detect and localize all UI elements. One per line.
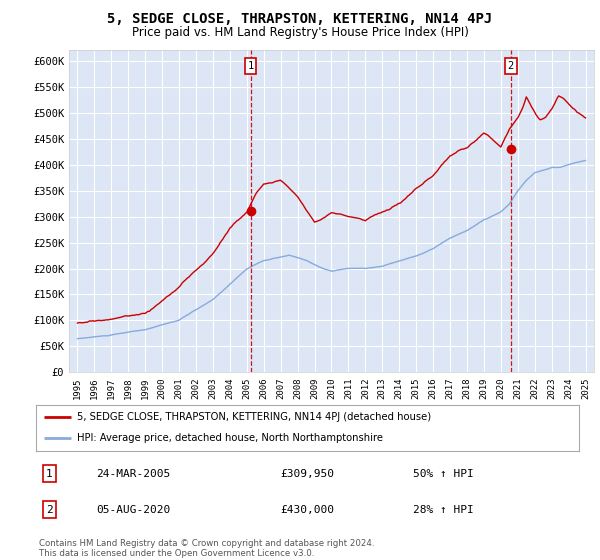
Text: 24-MAR-2005: 24-MAR-2005 — [97, 469, 171, 479]
Text: 5, SEDGE CLOSE, THRAPSTON, KETTERING, NN14 4PJ (detached house): 5, SEDGE CLOSE, THRAPSTON, KETTERING, NN… — [77, 412, 431, 422]
Text: 05-AUG-2020: 05-AUG-2020 — [97, 505, 171, 515]
Text: 2: 2 — [46, 505, 53, 515]
Text: £430,000: £430,000 — [281, 505, 335, 515]
Text: £309,950: £309,950 — [281, 469, 335, 479]
Text: 1: 1 — [46, 469, 53, 479]
Text: 28% ↑ HPI: 28% ↑ HPI — [413, 505, 473, 515]
Text: HPI: Average price, detached house, North Northamptonshire: HPI: Average price, detached house, Nort… — [77, 433, 383, 444]
Text: 50% ↑ HPI: 50% ↑ HPI — [413, 469, 473, 479]
Text: Contains HM Land Registry data © Crown copyright and database right 2024.
This d: Contains HM Land Registry data © Crown c… — [39, 539, 374, 558]
Text: 2: 2 — [508, 61, 514, 71]
Text: 1: 1 — [248, 61, 254, 71]
Text: Price paid vs. HM Land Registry's House Price Index (HPI): Price paid vs. HM Land Registry's House … — [131, 26, 469, 39]
Text: 5, SEDGE CLOSE, THRAPSTON, KETTERING, NN14 4PJ: 5, SEDGE CLOSE, THRAPSTON, KETTERING, NN… — [107, 12, 493, 26]
